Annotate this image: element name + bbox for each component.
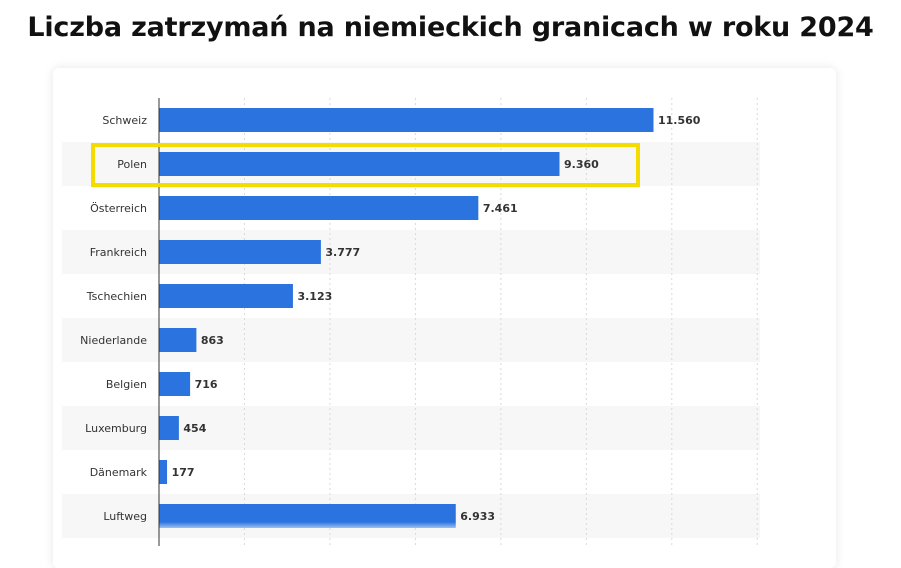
bar-daenemark [159, 460, 168, 484]
bar-schweiz [159, 108, 654, 132]
category-label-daenemark: Dänemark [90, 466, 148, 479]
category-label-schweiz: Schweiz [102, 114, 147, 127]
value-label-oesterreich: 7.461 [483, 202, 518, 215]
value-labels: 11.560 9.360 7.461 3.777 3.123 863 716 454 177 6.… [172, 114, 701, 523]
value-label-daenemark: 177 [172, 466, 195, 479]
category-label-niederlande: Niederlande [80, 334, 147, 347]
category-label-frankreich: Frankreich [90, 246, 147, 259]
value-label-luxemburg: 454 [183, 422, 206, 435]
category-label-polen: Polen [117, 158, 147, 171]
value-label-luftweg: 6.933 [460, 510, 495, 523]
bar-tschechien [159, 284, 293, 308]
bar-polen [159, 152, 560, 176]
value-label-polen: 9.360 [564, 158, 599, 171]
value-label-tschechien: 3.123 [297, 290, 332, 303]
bar-chart: Schweiz Polen Österreich Frankreich Tschechi… [80, 98, 758, 546]
category-label-belgien: Belgien [106, 378, 147, 391]
category-label-luxemburg: Luxemburg [85, 422, 147, 435]
value-label-frankreich: 3.777 [325, 246, 360, 259]
category-label-tschechien: Tschechien [86, 290, 147, 303]
value-label-schweiz: 11.560 [658, 114, 701, 127]
bar-belgien [159, 372, 191, 396]
bar-luxemburg [159, 416, 179, 440]
category-label-oesterreich: Österreich [90, 202, 147, 215]
bar-frankreich [159, 240, 321, 264]
bar-niederlande [159, 328, 197, 352]
bar-luftweg [159, 504, 456, 528]
highlight-box-polen [91, 143, 640, 187]
bars [159, 108, 654, 528]
page-title: Liczba zatrzymań na niemieckich granicac… [27, 12, 874, 43]
category-labels: Schweiz Polen Österreich Frankreich Tschechi… [80, 114, 147, 523]
value-label-niederlande: 863 [201, 334, 224, 347]
value-label-belgien: 716 [195, 378, 218, 391]
bar-oesterreich [159, 196, 479, 220]
category-label-luftweg: Luftweg [103, 510, 147, 523]
